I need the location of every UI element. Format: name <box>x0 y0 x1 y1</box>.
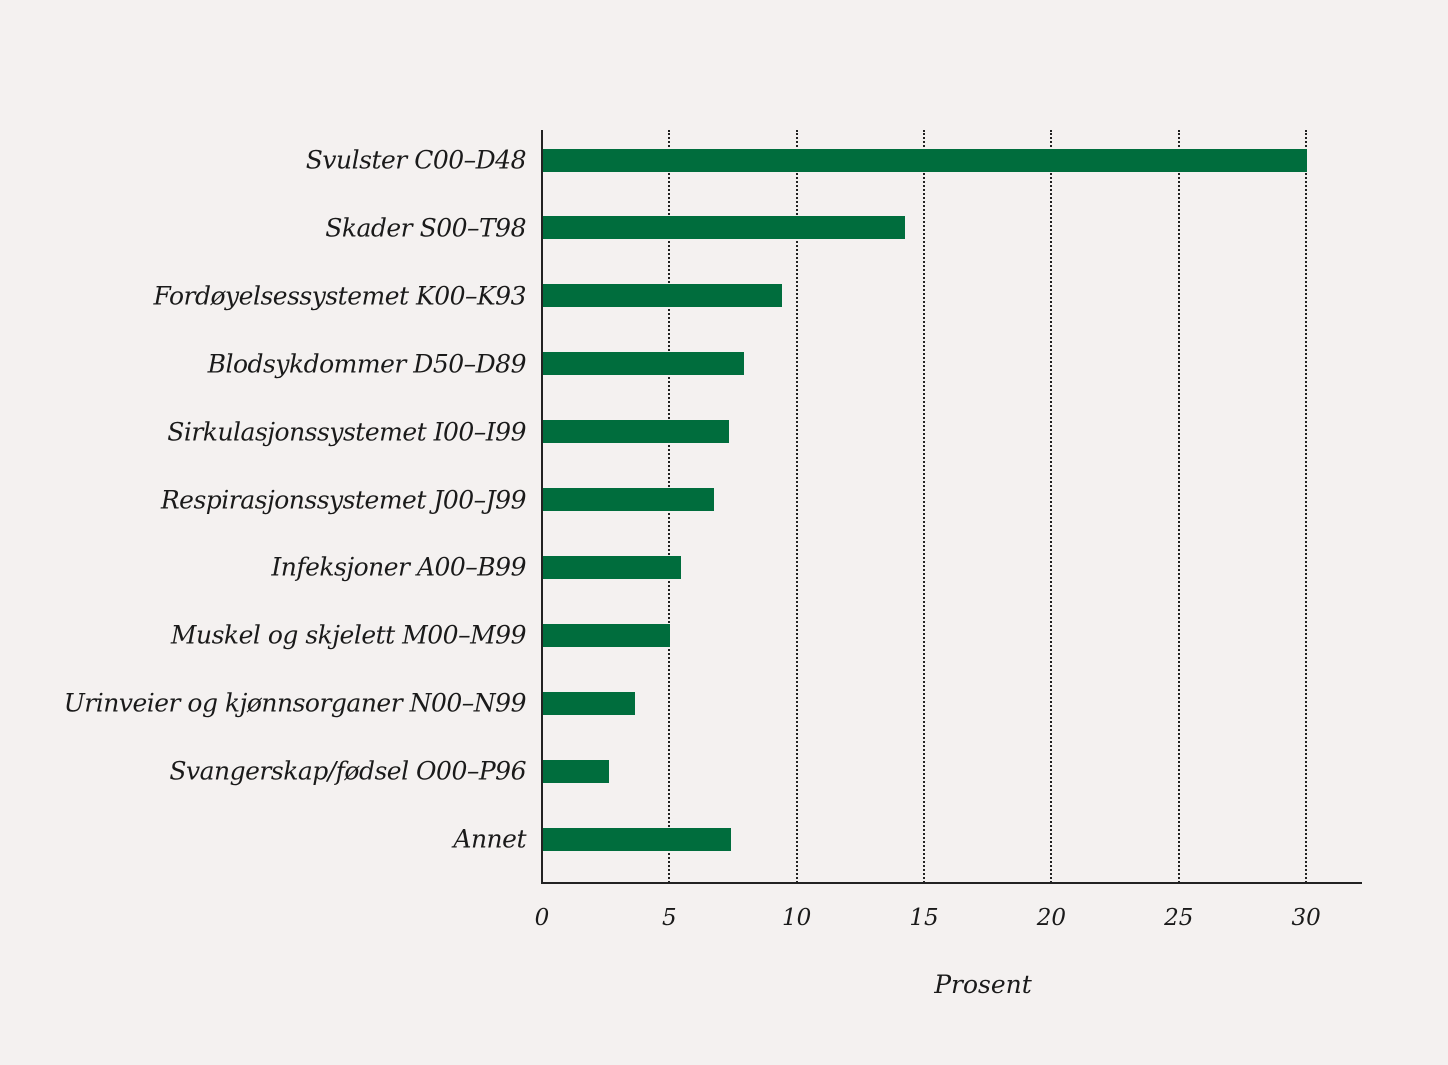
category-label: Blodsykdommer D50–D89 <box>207 349 527 379</box>
gridline <box>1305 130 1308 883</box>
x-tick-label: 25 <box>1164 905 1194 931</box>
gridline <box>795 130 798 883</box>
x-tick-label: 20 <box>1036 905 1067 931</box>
bar <box>543 352 745 376</box>
bar <box>543 623 671 647</box>
bar <box>543 420 729 444</box>
gridline <box>1177 130 1180 883</box>
x-tick-label: 0 <box>534 905 550 931</box>
x-axis-label: Prosent <box>934 970 1032 999</box>
bar <box>543 555 681 579</box>
gridline <box>1050 130 1053 883</box>
category-label: Respirasjonssystemet J00–J99 <box>160 485 527 514</box>
category-label: Annet <box>453 824 526 854</box>
gridline <box>923 130 926 883</box>
bar <box>543 148 1308 172</box>
bar <box>543 216 905 240</box>
category-label: Urinveier og kjønnsorganer N00–N99 <box>63 688 527 718</box>
bar <box>543 827 732 851</box>
bar <box>543 284 783 308</box>
category-label: Infeksjoner A00–B99 <box>271 552 526 582</box>
bar <box>543 759 610 783</box>
category-label: Skader S00–T98 <box>325 213 526 243</box>
category-label: Sirkulasjonssystemet I00–I99 <box>167 417 526 447</box>
category-label: Svangerskap/fødsel O00–P96 <box>169 756 526 786</box>
x-tick-label: 30 <box>1291 905 1321 931</box>
x-tick-label: 5 <box>662 905 677 931</box>
x-axis-line <box>541 882 1362 884</box>
x-tick-label: 15 <box>909 905 939 931</box>
bar <box>543 488 714 511</box>
category-label: Svulster C00–D48 <box>305 145 527 175</box>
x-tick-label: 10 <box>782 905 812 931</box>
category-label: Muskel og skjelett M00–M99 <box>170 620 527 650</box>
bar <box>543 691 635 715</box>
category-label: Fordøyelsessystemet K00–K93 <box>153 281 527 311</box>
y-axis-line <box>541 130 543 884</box>
